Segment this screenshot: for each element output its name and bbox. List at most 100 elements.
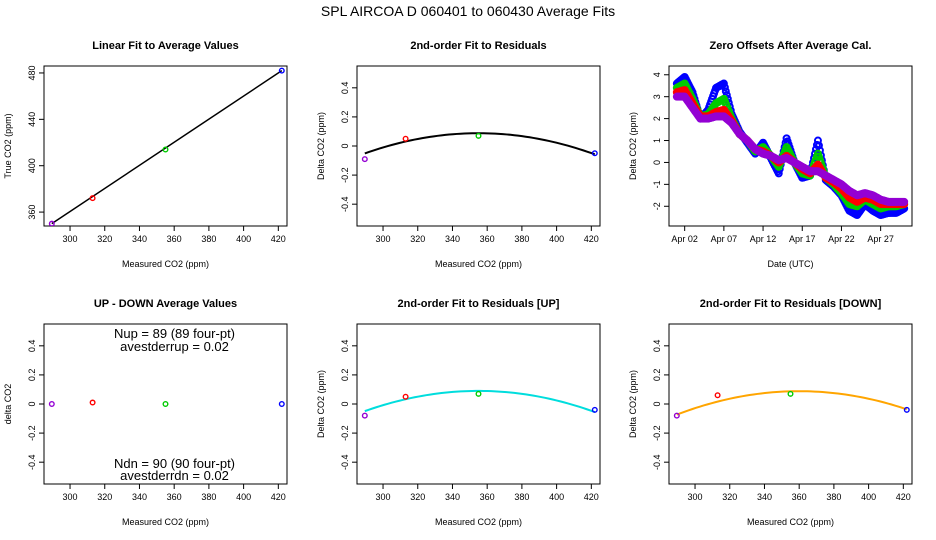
y-tick-label: 0 <box>652 401 662 406</box>
chart-panel-5: 2nd-order Fit to Residuals [UP] 300 320 340… <box>316 298 601 527</box>
data-point <box>402 135 409 142</box>
data-point <box>714 392 721 399</box>
x-axis-label: Measured CO2 (ppm) <box>122 517 209 527</box>
y-tick-label: 0.2 <box>27 369 37 382</box>
x-tick-label: 400 <box>549 492 564 502</box>
x-tick-label: 400 <box>861 492 876 502</box>
data-point <box>475 390 482 397</box>
x-tick-label: 400 <box>236 492 251 502</box>
x-tick-label: 340 <box>132 234 147 244</box>
y-tick-label: -0.2 <box>340 425 350 441</box>
x-tick-label: 360 <box>167 492 182 502</box>
y-tick-label: -0.2 <box>27 425 37 441</box>
y-tick-label: -2 <box>652 202 662 210</box>
y-tick-label: 0 <box>652 160 662 165</box>
y-tick-label: 440 <box>27 112 37 127</box>
x-tick-label: 400 <box>549 234 564 244</box>
plot-area <box>48 399 285 408</box>
chart-title: 2nd-order Fit to Residuals [UP] <box>398 298 560 310</box>
figure-title: SPL AIRCOA D 060401 to 060430 Average Fi… <box>321 3 615 19</box>
x-tick-label: 380 <box>514 234 529 244</box>
data-point <box>787 390 794 397</box>
chart-title: 2nd-order Fit to Residuals <box>410 40 546 52</box>
annotation-ndn: Ndn = 90 (90 four-pt) <box>114 456 235 471</box>
data-point <box>89 399 96 406</box>
x-axis-label: Measured CO2 (ppm) <box>435 259 522 269</box>
data-point <box>719 79 728 88</box>
x-tick-label: 340 <box>445 234 460 244</box>
data-point <box>162 401 169 408</box>
x-tick-label: 340 <box>757 492 772 502</box>
y-tick-label: 480 <box>27 65 37 80</box>
y-tick-label: 2 <box>652 116 662 121</box>
annotation-avestderrdn: avestderrdn = 0.02 <box>120 468 229 483</box>
chart-panel-4: UP - DOWN Average Values 300 320 340 360 380 4… <box>3 298 288 527</box>
x-tick-label: Apr 02 <box>671 234 698 244</box>
y-tick-label: -0.2 <box>652 425 662 441</box>
annotation-nup: Nup = 89 (89 four-pt) <box>114 326 235 341</box>
x-tick-label: 300 <box>376 492 391 502</box>
y-tick-label: -0.4 <box>27 454 37 470</box>
fit-curve <box>364 132 596 156</box>
y-tick-label: 0.2 <box>340 111 350 124</box>
plot-frame <box>356 65 601 227</box>
fit-curve <box>676 390 908 416</box>
x-tick-label: 300 <box>63 492 78 502</box>
x-tick-label: 360 <box>792 492 807 502</box>
x-tick-label: 320 <box>722 492 737 502</box>
data-point <box>720 83 729 92</box>
y-tick-label: 400 <box>27 158 37 173</box>
y-axis-label: Delta CO2 (ppm) <box>628 112 638 180</box>
plot-area <box>672 72 909 220</box>
x-tick-label: 320 <box>97 492 112 502</box>
y-tick-label: 0 <box>340 143 350 148</box>
x-tick-label: 360 <box>480 492 495 502</box>
x-tick-label: 380 <box>826 492 841 502</box>
y-tick-label: 0.4 <box>340 82 350 95</box>
plot-frame <box>43 65 288 227</box>
data-point <box>278 67 285 74</box>
data-point <box>402 393 409 400</box>
data-point <box>361 156 368 163</box>
data-point <box>673 412 680 419</box>
x-tick-label: 300 <box>376 234 391 244</box>
chart-panel-2: 2nd-order Fit to Residuals 300 320 340 360 38… <box>316 40 601 269</box>
data-point <box>48 401 55 408</box>
annotation-avestderrup: avestderrup = 0.02 <box>120 339 229 354</box>
plot-area <box>361 389 598 419</box>
y-tick-label: 1 <box>652 138 662 143</box>
y-axis-label: Delta CO2 (ppm) <box>628 370 638 438</box>
data-point <box>48 220 55 226</box>
x-axis-label: Measured CO2 (ppm) <box>435 517 522 527</box>
chart-panel-3: Zero Offsets After Average Cal. Apr 02 Apr… <box>628 40 913 269</box>
x-tick-label: 360 <box>480 234 495 244</box>
x-tick-label: Apr 12 <box>750 234 777 244</box>
y-tick-label: 0.4 <box>652 340 662 353</box>
x-tick-label: 420 <box>271 234 286 244</box>
data-point <box>591 150 598 157</box>
plot-area <box>48 67 285 226</box>
x-tick-label: 360 <box>167 234 182 244</box>
x-tick-label: 320 <box>410 234 425 244</box>
data-point <box>903 406 910 413</box>
y-tick-label: 4 <box>652 72 662 77</box>
y-axis-label: True CO2 (ppm) <box>3 113 13 178</box>
chart-title: 2nd-order Fit to Residuals [DOWN] <box>700 298 882 310</box>
x-tick-label: 340 <box>132 492 147 502</box>
x-axis-label: Measured CO2 (ppm) <box>122 259 209 269</box>
x-tick-label: 400 <box>236 234 251 244</box>
data-point <box>591 406 598 413</box>
y-tick-label: 3 <box>652 94 662 99</box>
x-axis-label: Measured CO2 (ppm) <box>747 517 834 527</box>
plot-area <box>361 132 598 163</box>
x-tick-label: Apr 22 <box>828 234 855 244</box>
x-tick-label: 320 <box>97 234 112 244</box>
data-point <box>162 146 169 153</box>
y-axis-label: delta CO2 <box>3 384 13 425</box>
y-tick-label: -0.4 <box>652 454 662 470</box>
x-tick-label: 300 <box>688 492 703 502</box>
x-axis-label: Date (UTC) <box>767 259 813 269</box>
x-tick-label: 420 <box>896 492 911 502</box>
chart-panel-1: Linear Fit to Average Values 300 320 340 360… <box>3 40 288 269</box>
y-tick-label: 0.4 <box>27 340 37 353</box>
